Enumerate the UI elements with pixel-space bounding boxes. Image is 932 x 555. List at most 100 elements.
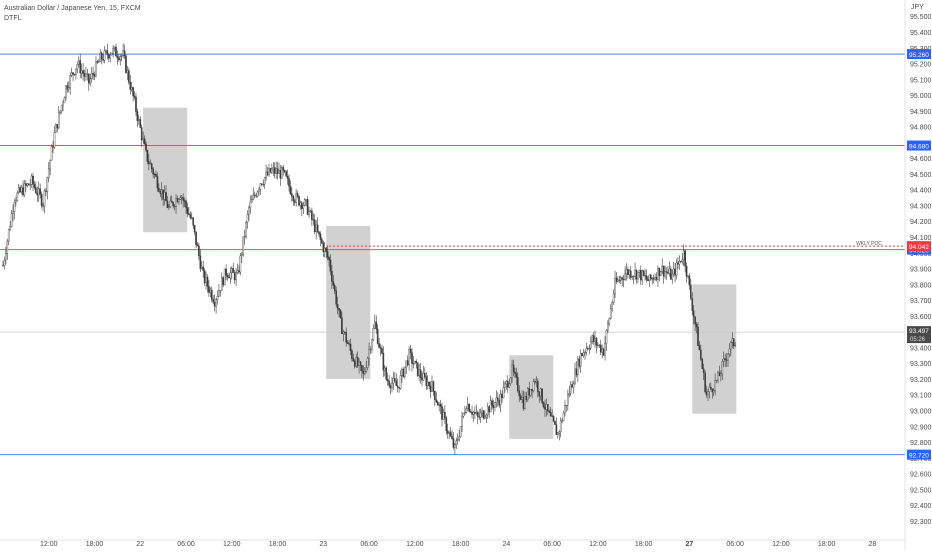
candle-body bbox=[49, 160, 51, 170]
candle-body bbox=[198, 245, 200, 256]
candle-body bbox=[90, 73, 93, 80]
candle-body bbox=[519, 395, 522, 400]
x-tick-label: 18:00 bbox=[86, 541, 104, 548]
candle-body bbox=[67, 87, 70, 90]
candle-body bbox=[195, 231, 197, 245]
candle-body bbox=[695, 323, 698, 328]
candle-body bbox=[108, 54, 110, 59]
candle-body bbox=[162, 189, 164, 200]
y-tick-label: 95.000 bbox=[910, 93, 932, 100]
candle-body bbox=[105, 50, 107, 52]
candle-body bbox=[135, 96, 137, 112]
candle-body bbox=[129, 81, 132, 90]
candle-body bbox=[652, 277, 655, 280]
candle-body bbox=[394, 378, 396, 382]
candle-body bbox=[439, 404, 442, 407]
candle-body bbox=[236, 270, 239, 273]
candle-body bbox=[22, 187, 24, 196]
candle-body bbox=[581, 353, 583, 356]
candle-body bbox=[592, 335, 595, 342]
candle-body bbox=[355, 356, 358, 367]
x-tick-label: 18:00 bbox=[269, 541, 287, 548]
candle-body bbox=[45, 190, 47, 192]
y-tick-label: 93.900 bbox=[910, 267, 932, 274]
candle-body bbox=[601, 348, 603, 353]
candle-body bbox=[725, 359, 728, 361]
candle-body bbox=[243, 236, 246, 238]
candle-body bbox=[85, 73, 87, 77]
candle-body bbox=[178, 199, 180, 203]
candle-body bbox=[561, 420, 563, 422]
candle-body bbox=[615, 277, 618, 282]
candle-body bbox=[404, 366, 406, 377]
candle-body bbox=[612, 293, 615, 303]
candle-body bbox=[119, 56, 122, 61]
candle-body bbox=[591, 335, 593, 342]
candle-body bbox=[312, 219, 315, 221]
candle-body bbox=[506, 381, 509, 388]
candle-body bbox=[671, 273, 674, 280]
candle-body bbox=[545, 404, 548, 410]
x-tick-label: 12:00 bbox=[406, 541, 424, 548]
candle-body bbox=[116, 55, 119, 59]
candle-body bbox=[604, 343, 606, 356]
candle-body bbox=[482, 410, 485, 419]
candle-body bbox=[568, 393, 571, 395]
candle-body bbox=[485, 414, 488, 418]
candle-body bbox=[309, 210, 312, 212]
x-tick-label: 18:00 bbox=[818, 541, 836, 548]
candle-body bbox=[465, 408, 468, 413]
candle-body bbox=[396, 385, 399, 388]
candle-body bbox=[319, 233, 322, 240]
candle-body bbox=[535, 380, 538, 383]
candle-body bbox=[305, 199, 307, 201]
candle-body bbox=[518, 390, 521, 396]
candle-body bbox=[348, 343, 350, 345]
candle-body bbox=[688, 275, 691, 286]
candle-body bbox=[213, 302, 216, 307]
candle-body bbox=[268, 168, 270, 176]
candle-body bbox=[102, 59, 104, 61]
candle-body bbox=[196, 244, 199, 247]
candle-body bbox=[209, 289, 212, 293]
candle-body bbox=[541, 388, 543, 403]
candle-body bbox=[173, 205, 176, 207]
current-price-countdown: 05:26 bbox=[910, 337, 926, 343]
x-tick-label: 18:00 bbox=[452, 541, 470, 548]
candle-body bbox=[165, 192, 167, 202]
candle-body bbox=[672, 268, 675, 275]
candle-body bbox=[186, 207, 189, 214]
candle-body bbox=[398, 387, 400, 389]
candle-body bbox=[565, 405, 568, 407]
candle-body bbox=[282, 167, 285, 171]
candle-body bbox=[434, 391, 436, 400]
y-tick-label: 94.800 bbox=[910, 125, 932, 132]
candle-body bbox=[321, 239, 323, 244]
candle-body bbox=[6, 240, 9, 254]
candle-body bbox=[451, 435, 453, 439]
y-tick-label: 94.900 bbox=[910, 109, 932, 116]
candle-body bbox=[106, 50, 109, 56]
candle-body bbox=[508, 383, 511, 388]
candle-body bbox=[323, 247, 326, 252]
price-badges: 95.26094.68094.02092.72094.04293.49705:2… bbox=[907, 49, 931, 460]
candle-body bbox=[192, 217, 194, 226]
candle-body bbox=[589, 341, 592, 349]
candle-body bbox=[692, 310, 695, 318]
candle-body bbox=[269, 168, 272, 173]
candle-body bbox=[89, 78, 92, 84]
candle-body bbox=[538, 391, 541, 397]
candle-body bbox=[266, 171, 269, 176]
candle-body bbox=[115, 46, 117, 57]
candle-body bbox=[700, 349, 702, 360]
candle-body bbox=[642, 270, 645, 276]
candle-body bbox=[168, 206, 170, 208]
candle-body bbox=[163, 192, 166, 200]
x-tick-label: 12:00 bbox=[772, 541, 790, 548]
candle-body bbox=[587, 348, 589, 350]
candle-body bbox=[649, 274, 652, 280]
candle-body bbox=[720, 373, 722, 377]
candle-body bbox=[459, 426, 462, 437]
